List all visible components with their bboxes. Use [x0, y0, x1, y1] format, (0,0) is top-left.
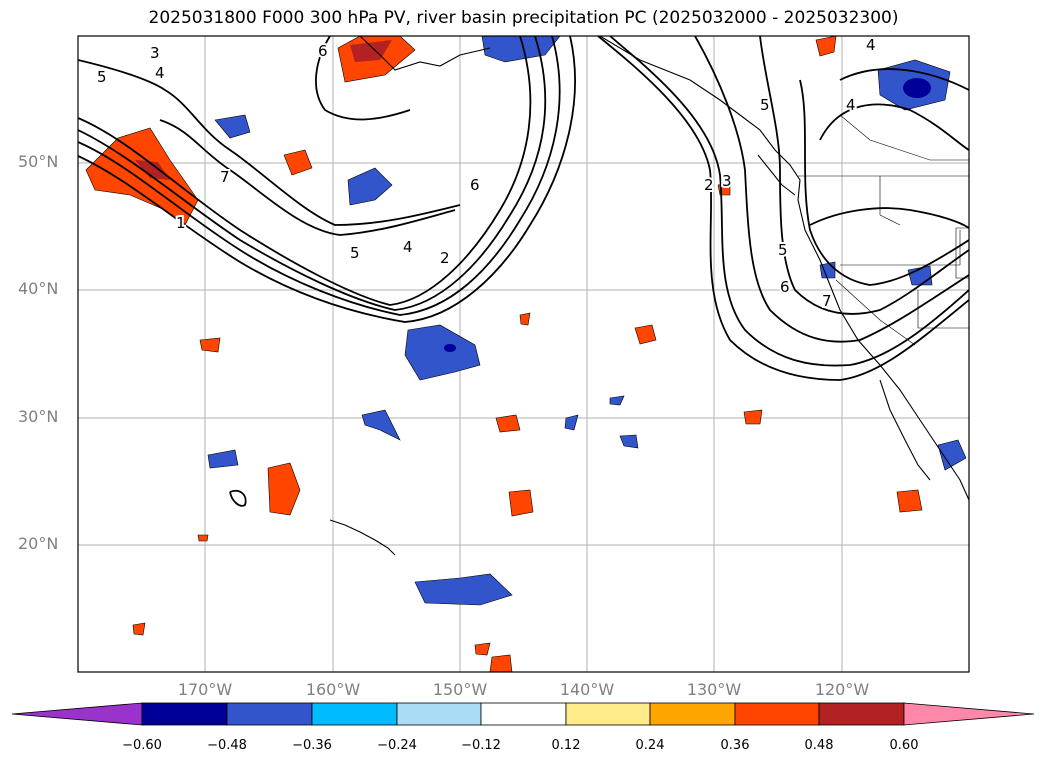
precip-blob-negative	[414, 573, 513, 606]
precip-blob-positive	[508, 489, 534, 517]
precip-blob-negative-core	[903, 78, 931, 98]
precip-blob-negative	[404, 324, 481, 381]
contour-label: 1	[176, 214, 186, 232]
lon-label: 160°W	[305, 680, 361, 699]
colorbar-bin	[565, 702, 651, 726]
colorbar-bin	[226, 702, 313, 726]
contour-label: 4	[866, 36, 876, 54]
contour-label: 2	[440, 249, 450, 267]
colorbar-extend-low	[11, 702, 143, 726]
contour-label: 3	[150, 44, 160, 62]
coastlines	[329, 36, 969, 556]
colorbar-extend-high	[903, 702, 1035, 726]
contour-label: 3	[722, 172, 732, 190]
colorbar-tick: 0.36	[720, 738, 750, 753]
contour-label: 6	[780, 278, 790, 296]
contour-label: 6	[470, 176, 480, 194]
lon-label: 120°W	[814, 680, 870, 699]
precip-blob-positive	[815, 36, 837, 57]
precip-blob-negative	[207, 449, 239, 469]
colorbar-bin	[818, 702, 905, 726]
lon-label: 150°W	[432, 680, 488, 699]
colorbar-tick: 0.12	[551, 738, 581, 753]
precip-blob-negative-core	[444, 344, 456, 352]
figure-title: 2025031800 F000 300 hPa PV, river basin …	[148, 8, 899, 28]
contour-label: 5	[778, 241, 788, 259]
lat-label: 50°N	[18, 152, 59, 171]
colorbar-tick: 0.60	[889, 738, 919, 753]
precip-blob-positive-core	[135, 160, 170, 180]
colorbar-bin	[311, 702, 398, 726]
coastline-baja	[879, 379, 931, 481]
precip-blob-negative	[564, 414, 579, 431]
precip-blob-positive	[896, 489, 923, 513]
contour-label: 6	[318, 42, 328, 60]
lon-label: 170°W	[177, 680, 233, 699]
precip-blob-negative	[347, 167, 393, 206]
lon-label: 140°W	[559, 680, 615, 699]
precip-blob-positive	[197, 534, 209, 542]
colorbar-tick: −0.60	[122, 738, 162, 753]
colorbar-bin	[396, 702, 482, 726]
precip-blob-positive	[474, 642, 491, 656]
island-vancouver	[757, 154, 796, 196]
gridlines	[78, 36, 969, 672]
contour-label: 7	[220, 168, 230, 186]
precip-blob-positive	[283, 149, 313, 176]
precip-blob-positive	[495, 414, 521, 433]
colorbar-tick: −0.24	[377, 738, 417, 753]
precip-blob-positive	[489, 654, 513, 672]
colorbar-bin	[480, 702, 567, 726]
coastline-north-america	[599, 36, 969, 501]
colorbar-tick: −0.36	[292, 738, 332, 753]
pv-contours	[78, 36, 969, 507]
contour-label: 7	[822, 292, 832, 310]
map-area	[78, 36, 969, 672]
colorbar-bin	[141, 702, 228, 726]
lat-label: 40°N	[18, 279, 59, 298]
precip-blob-negative	[214, 114, 251, 139]
precip-blob-negative	[609, 395, 625, 406]
lon-label: 130°W	[686, 680, 742, 699]
precip-blob-positive	[743, 409, 763, 425]
precip-blob-negative	[937, 439, 967, 471]
contour-label: 4	[155, 64, 165, 82]
contour-label: 4	[403, 238, 413, 256]
colorbar-tick: 0.48	[804, 738, 834, 753]
contour-label: 5	[97, 68, 107, 86]
precip-blob-positive	[519, 312, 531, 326]
lat-label: 30°N	[18, 407, 59, 426]
contour-label: 5	[760, 96, 770, 114]
colorbar	[11, 702, 1035, 726]
precip-blob-negative	[619, 434, 639, 449]
map-frame	[77, 35, 970, 673]
colorbar-tick: −0.48	[207, 738, 247, 753]
contour-labels: 3 6 5 4 7 5 4 2 6 2 3 5 4 4 5 6 7 1	[95, 36, 878, 312]
contour-label: 4	[846, 96, 856, 114]
contour-label: 2	[704, 176, 714, 194]
colorbar-tick: −0.12	[461, 738, 501, 753]
precip-blob-negative	[361, 409, 401, 441]
precip-blob-positive	[267, 462, 301, 516]
colorbar-tick: 0.24	[635, 738, 665, 753]
contour-label: 5	[350, 244, 360, 262]
precip-blob-positive	[199, 337, 221, 353]
coastline-alaska	[359, 36, 491, 71]
colorbar-bin	[734, 702, 820, 726]
colorbar-bin	[649, 702, 736, 726]
precip-blob-positive	[132, 622, 146, 636]
borders	[798, 114, 969, 346]
precip-blob-positive	[634, 324, 657, 345]
island-hawaii	[329, 519, 396, 556]
lat-label: 20°N	[18, 534, 59, 553]
